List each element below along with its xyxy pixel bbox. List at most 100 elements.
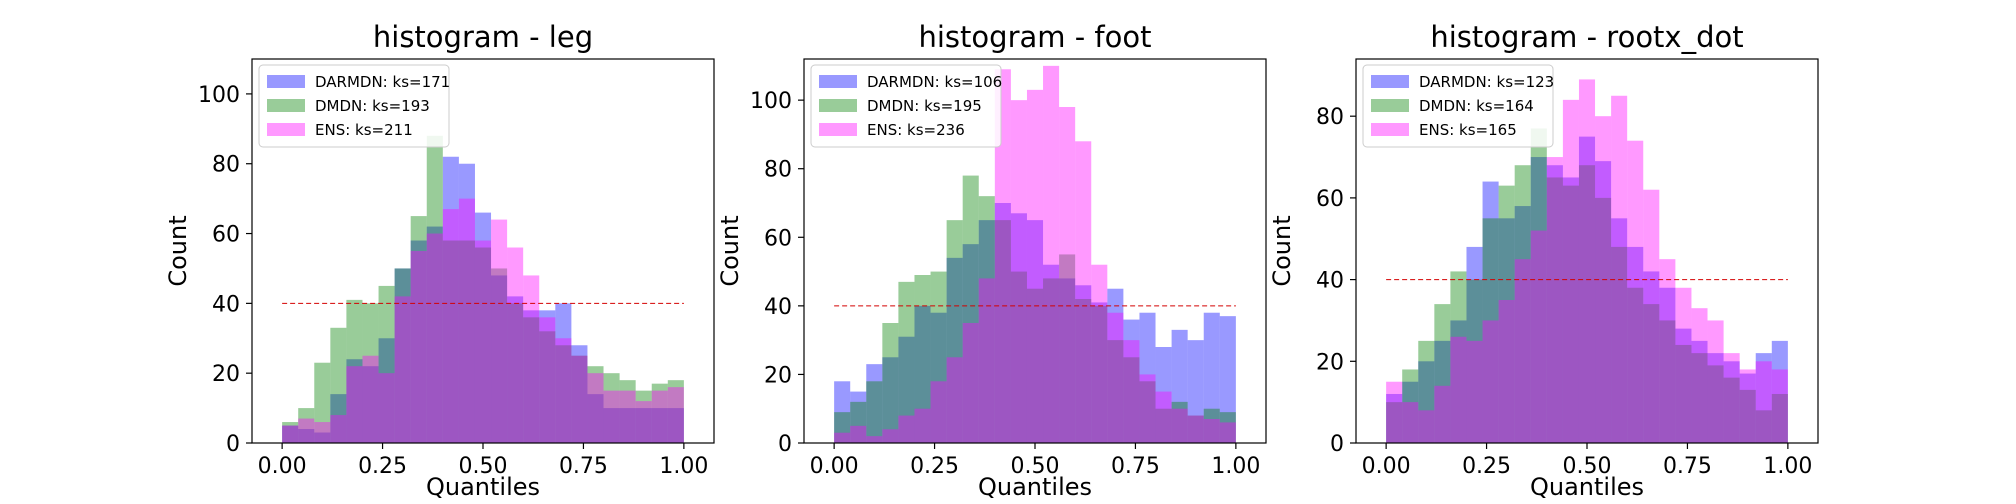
series-ens	[834, 65, 1236, 444]
histogram-bar	[1171, 408, 1188, 443]
histogram-bar	[1482, 320, 1499, 443]
histogram-bar	[523, 275, 540, 443]
histogram-bar	[1691, 340, 1708, 443]
histogram-bar	[474, 240, 492, 443]
histogram-bar	[539, 310, 556, 443]
legend-box	[810, 64, 1002, 148]
series-dmdn	[1386, 128, 1788, 443]
histogram-bar	[1450, 336, 1467, 443]
histogram-bar	[314, 432, 331, 443]
y-tick-label: 60	[764, 226, 792, 251]
legend-box	[258, 64, 450, 148]
x-tick-label: 0.50	[459, 454, 508, 479]
histogram-bar	[1627, 246, 1644, 443]
histogram-bar	[298, 418, 315, 443]
histogram-bar	[378, 285, 395, 443]
histogram-bar	[930, 312, 947, 443]
x-tick-label: 0.00	[258, 454, 307, 479]
histogram-bar	[1107, 312, 1124, 443]
histogram-bar	[1075, 141, 1092, 444]
histogram-bar	[346, 359, 363, 443]
histogram-bar	[1155, 391, 1172, 443]
histogram-bar	[555, 345, 572, 443]
histogram-bar	[882, 357, 899, 443]
legend-label: DMDN: ks=193	[315, 97, 430, 115]
y-tick-label: 80	[764, 158, 792, 183]
histogram-bar	[603, 390, 620, 443]
x-axis-label: Quantiles	[426, 473, 540, 501]
histogram-bar	[282, 425, 299, 443]
legend-swatch	[819, 75, 857, 88]
histogram-bar	[1026, 288, 1044, 443]
histogram-bar	[1091, 302, 1108, 443]
histogram-bar	[587, 394, 604, 443]
histogram-bar	[1739, 369, 1756, 443]
chart-panel: 0.00 0.25 0.50 0.75 1.00 0 20 40 60 80 100 histogra…	[716, 20, 1267, 501]
legend-label: DARMDN: ks=171	[315, 73, 450, 91]
histogram-bar	[394, 268, 411, 443]
histogram-bar	[330, 394, 347, 443]
histogram-bar	[635, 401, 652, 443]
histogram-bar	[1707, 365, 1724, 443]
histogram-bar	[1546, 177, 1563, 443]
histogram-bar	[1123, 319, 1140, 443]
histogram-bar	[1530, 128, 1547, 443]
histogram-bar	[1010, 271, 1027, 443]
y-tick-label: 40	[1316, 269, 1344, 294]
histogram-bar	[507, 247, 524, 443]
histogram-bar	[1562, 177, 1579, 443]
legend-label: DMDN: ks=164	[1419, 97, 1534, 115]
histogram-bar	[1755, 353, 1772, 443]
legend-label: ENS: ks=211	[315, 121, 413, 139]
histogram-bar	[1514, 259, 1531, 443]
histogram-bar	[667, 387, 684, 443]
legend: DARMDN: ks=171 DMDN: ks=193 ENS: ks=211	[258, 64, 450, 148]
histogram-bar	[1675, 328, 1692, 443]
histogram-bar	[1043, 65, 1060, 443]
histogram-bar	[1203, 408, 1220, 443]
histogram-bar	[1107, 340, 1124, 443]
x-axis-label: Quantiles	[1530, 473, 1644, 501]
x-tick-label: 0.00	[810, 454, 859, 479]
legend-swatch	[1371, 75, 1409, 88]
histogram-bar	[330, 415, 347, 443]
histogram-bar	[1402, 369, 1419, 443]
histogram-bar	[378, 338, 395, 443]
histogram-bar	[1059, 254, 1076, 443]
histogram-bar	[394, 268, 411, 443]
histogram-bar	[571, 355, 588, 443]
histogram-bar	[914, 275, 931, 443]
histogram-bar	[850, 391, 867, 443]
histogram-bar	[962, 175, 979, 444]
histogram-bar	[1771, 340, 1788, 443]
histogram-bar	[1187, 415, 1204, 443]
histogram-bar	[378, 373, 395, 443]
histogram-bar	[1123, 357, 1140, 443]
legend-label: ENS: ks=165	[1419, 121, 1517, 139]
histogram-bar	[1075, 285, 1092, 443]
histogram-bar	[1203, 312, 1220, 443]
x-tick-label: 0.75	[559, 454, 608, 479]
histogram-bar	[539, 331, 556, 443]
histogram-bar	[1771, 393, 1788, 443]
histogram-bar	[1187, 415, 1204, 443]
histogram-bar	[1139, 381, 1156, 443]
histogram-bar	[1402, 381, 1419, 443]
x-tick-label: 0.75	[1111, 454, 1160, 479]
histogram-bar	[603, 373, 620, 443]
histogram-bar	[571, 345, 588, 443]
histogram-bar	[298, 429, 315, 443]
histogram-bar	[1043, 264, 1060, 443]
histogram-bar	[1739, 373, 1756, 443]
histogram-bar	[458, 198, 475, 443]
series-darmdn	[282, 156, 684, 443]
histogram-bar	[298, 408, 315, 443]
histogram-bar	[1578, 79, 1596, 443]
x-tick-label: 0.25	[910, 454, 959, 479]
legend: DARMDN: ks=106 DMDN: ks=195 ENS: ks=236	[810, 64, 1002, 148]
x-axis-label: Quantiles	[978, 473, 1092, 501]
histogram-bar	[507, 303, 524, 443]
histogram-bar	[667, 380, 684, 443]
histogram-bar	[1643, 271, 1660, 443]
histogram-bar	[410, 240, 427, 443]
